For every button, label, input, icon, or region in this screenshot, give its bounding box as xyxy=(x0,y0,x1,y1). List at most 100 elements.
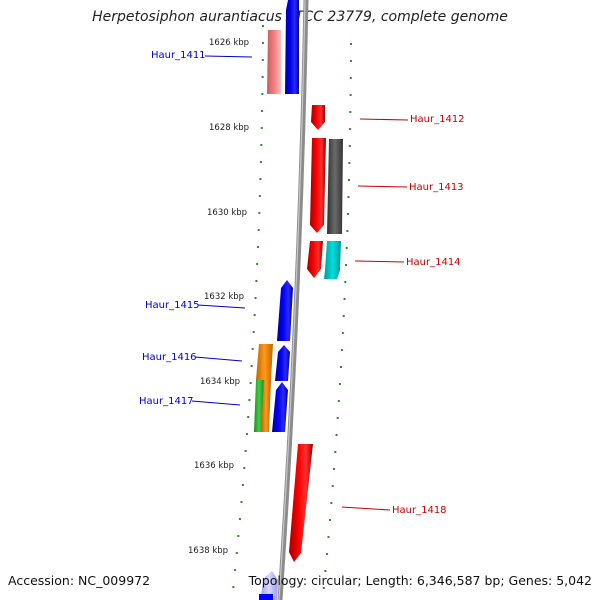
scale-tick xyxy=(252,331,255,333)
gene-arrow-haur-1417[interactable] xyxy=(272,382,288,432)
scale-tick xyxy=(260,127,263,129)
cyan-annotation xyxy=(324,241,341,279)
scale-tick xyxy=(330,502,333,504)
gene-label-haur-1416[interactable]: Haur_1416 xyxy=(142,352,197,363)
orange-annotation-2 xyxy=(261,380,271,432)
scale-tick xyxy=(241,484,244,486)
scale-tick xyxy=(257,229,260,231)
scale-tick xyxy=(322,587,325,589)
scale-tick xyxy=(340,349,343,351)
partial-gene-arrow[interactable] xyxy=(260,571,278,600)
genome-summary-text: Topology: circular; Length: 6,346,587 bp… xyxy=(248,573,592,588)
scale-tick xyxy=(250,365,253,367)
scale-tick xyxy=(334,451,337,453)
scale-tick xyxy=(324,570,327,572)
scale-tick xyxy=(256,263,259,265)
scale-label-1628: 1628 kbp xyxy=(209,123,249,133)
gene-arrow-haur-1412[interactable] xyxy=(311,105,325,130)
scale-tick xyxy=(251,348,254,350)
scale-tick xyxy=(258,212,261,214)
scale-tick xyxy=(259,161,262,163)
scale-tick xyxy=(244,450,247,452)
scale-label-1638: 1638 kbp xyxy=(188,546,228,556)
scale-tick xyxy=(240,501,243,503)
scale-tick xyxy=(255,280,258,282)
scale-label-1630: 1630 kbp xyxy=(207,208,247,218)
scale-tick xyxy=(345,264,348,266)
scale-ticks xyxy=(232,25,352,589)
scale-tick xyxy=(262,25,264,27)
scale-tick xyxy=(349,111,352,113)
gene-label-haur-1412[interactable]: Haur_1412 xyxy=(410,114,465,125)
scale-tick xyxy=(259,178,262,180)
gene-arrow-haur-1418[interactable] xyxy=(289,444,313,562)
genome-title: Herpetosiphon aurantiacus ATCC 23779, co… xyxy=(92,9,508,25)
scale-tick xyxy=(261,110,264,112)
scale-tick xyxy=(349,128,352,130)
scale-tick xyxy=(261,93,264,95)
accession-text: Accession: NC_009972 xyxy=(8,573,151,588)
partial-gene-arrow-blue[interactable] xyxy=(259,594,273,600)
scale-tick xyxy=(345,247,348,249)
scale-tick xyxy=(333,468,336,470)
scale-tick xyxy=(348,162,351,164)
scale-tick xyxy=(347,179,350,181)
pink-annotation xyxy=(267,30,281,94)
scale-tick xyxy=(339,366,342,368)
scale-tick xyxy=(336,417,339,419)
scale-tick xyxy=(341,332,344,334)
scale-tick xyxy=(349,60,352,62)
green-annotation xyxy=(254,380,264,432)
scale-tick xyxy=(327,536,330,538)
gene-arrow-haur-1415[interactable] xyxy=(277,280,293,341)
scale-tick xyxy=(261,76,264,78)
gene-arrow-haur-1416[interactable] xyxy=(275,345,290,381)
scale-tick xyxy=(261,59,264,61)
scale-tick xyxy=(258,195,261,197)
scale-tick xyxy=(331,485,334,487)
orange-annotation xyxy=(256,344,273,380)
gene-label-haur-1415[interactable]: Haur_1415 xyxy=(145,300,200,311)
gene-label-haur-1417[interactable]: Haur_1417 xyxy=(139,396,194,407)
gene-label-haur-1414[interactable]: Haur_1414 xyxy=(406,257,461,268)
scale-tick xyxy=(349,94,352,96)
scale-tick xyxy=(350,43,352,45)
scale-tick xyxy=(235,552,238,554)
scale-tick xyxy=(325,553,328,555)
annotation-bars xyxy=(254,30,343,432)
genome-backbone xyxy=(277,0,309,600)
scale-tick xyxy=(347,196,350,198)
scale-tick xyxy=(335,434,338,436)
scale-tick xyxy=(238,518,241,520)
scale-tick xyxy=(337,400,340,402)
scale-tick xyxy=(249,382,252,384)
scale-label-1634: 1634 kbp xyxy=(200,377,240,387)
scale-tick xyxy=(338,383,341,385)
scale-tick xyxy=(232,586,235,588)
scale-tick xyxy=(261,42,264,44)
scale-tick xyxy=(247,416,250,418)
gene-label-haur-1413[interactable]: Haur_1413 xyxy=(409,182,464,193)
gene-label-haur-1418[interactable]: Haur_1418 xyxy=(392,505,447,516)
gene-arrow-haur-1411[interactable] xyxy=(285,0,299,94)
scale-tick xyxy=(346,213,349,215)
scale-tick xyxy=(346,230,349,232)
gene-arrows xyxy=(259,0,326,600)
gray-annotation xyxy=(327,139,343,234)
scale-tick xyxy=(254,297,257,299)
gene-arrow-haur-1414[interactable] xyxy=(307,241,323,278)
scale-label-1626: 1626 kbp xyxy=(209,38,249,48)
scale-tick xyxy=(328,519,331,521)
scale-tick xyxy=(248,399,251,401)
scale-tick xyxy=(237,535,240,537)
gene-label-haur-1411[interactable]: Haur_1411 xyxy=(151,50,206,61)
scale-label-1636: 1636 kbp xyxy=(194,461,234,471)
scale-tick xyxy=(344,281,347,283)
scale-tick xyxy=(256,246,259,248)
scale-tick xyxy=(253,314,256,316)
gene-arrow-haur-1413[interactable] xyxy=(310,138,326,233)
scale-tick xyxy=(343,298,346,300)
scale-tick xyxy=(245,433,248,435)
scale-tick xyxy=(260,144,263,146)
